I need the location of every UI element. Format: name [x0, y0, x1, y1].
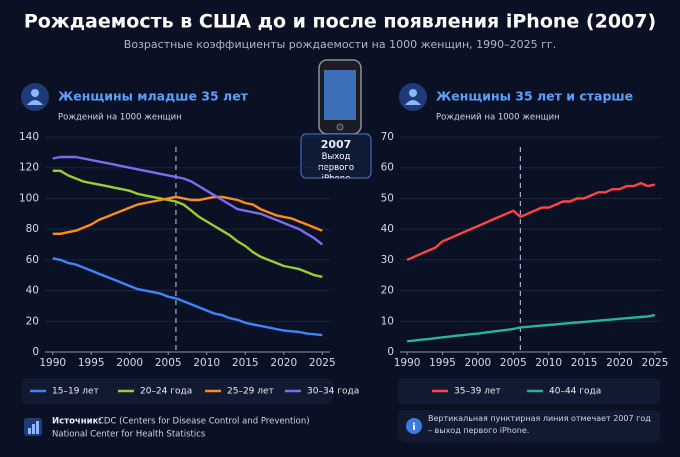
panel-subtitle: Рождений на 1000 женщин: [436, 113, 560, 123]
panel-title: Женщины младше 35 лет: [58, 89, 249, 104]
info-icon: i: [406, 418, 422, 434]
legend-label: 30–34 года: [307, 387, 359, 397]
x-tick-label: 2005: [500, 357, 527, 369]
subtitle: Возрастные коэффициенты рождаемости на 1…: [124, 38, 556, 51]
series-line: [52, 155, 324, 246]
svg-text:i: i: [412, 422, 415, 433]
x-tick-label: 2000: [116, 357, 143, 369]
note-wrap: Вертикальная пунктирная линия отмечает 2…: [428, 414, 651, 435]
x-tick-label: 1990: [394, 357, 421, 369]
series-line: [406, 313, 656, 343]
x-tick-label: 2015: [571, 357, 598, 369]
y-tick-label: 70: [381, 131, 394, 143]
iphone-image: [318, 59, 362, 135]
y-tick-label: 10: [381, 315, 394, 327]
legend-label: 15–19 лет: [52, 387, 99, 397]
y-tick-label: 20: [26, 315, 39, 327]
y-tick-label: 30: [381, 254, 394, 266]
y-tick-label: 100: [19, 192, 39, 204]
x-tick-label: 2000: [465, 357, 492, 369]
x-tick-label: 2005: [155, 357, 182, 369]
source-2: National Center for Health Statistics: [52, 430, 206, 440]
x-tick-label: 2025: [642, 357, 669, 369]
series-line: [52, 169, 323, 278]
title: Рождаемость в США до и после появления i…: [24, 11, 656, 33]
x-tick-label: 2010: [535, 357, 562, 369]
chart-icon: [24, 418, 42, 436]
y-tick-label: 120: [19, 162, 39, 174]
x-tick-label: 1995: [429, 357, 456, 369]
y-tick-label: 0: [387, 346, 394, 358]
y-tick-label: 60: [26, 254, 39, 266]
y-tick-label: 40: [26, 285, 39, 297]
source-label: Источник:: [52, 417, 102, 427]
x-tick-label: 1995: [78, 357, 105, 369]
series-line: [52, 257, 323, 337]
y-tick-label: 20: [381, 285, 394, 297]
x-tick-label: 1990: [39, 357, 66, 369]
series-line: [406, 181, 656, 261]
x-tick-label: 2020: [606, 357, 633, 369]
x-tick-label: 2010: [193, 357, 220, 369]
legend-label: 40–44 года: [549, 387, 601, 397]
y-tick-label: 140: [19, 131, 39, 143]
event-label-box: Выход первого iPhone: [317, 152, 355, 178]
x-tick-label: 2015: [232, 357, 259, 369]
source: CDC (Centers for Disease Control and Pre…: [98, 417, 310, 427]
note: Вертикальная пунктирная линия отмечает 2…: [428, 414, 651, 435]
event-year: 2007: [321, 138, 352, 151]
y-tick-label: 80: [26, 223, 39, 235]
legend-label: 25–29 лет: [227, 387, 274, 397]
legend-label: 35–39 лет: [454, 387, 501, 397]
event-label: Выход первого iPhone: [317, 152, 355, 178]
note-box: [398, 410, 660, 442]
y-tick-label: 60: [381, 162, 394, 174]
y-tick-label: 50: [381, 192, 394, 204]
person-icon: [399, 83, 427, 111]
panel-title: Женщины 35 лет и старше: [436, 89, 633, 104]
y-tick-label: 40: [381, 223, 394, 235]
y-tick-label: 0: [32, 346, 39, 358]
x-tick-label: 2020: [270, 357, 297, 369]
x-tick-label: 2025: [309, 357, 336, 369]
event-box: [300, 133, 372, 179]
panel-subtitle: Рождений на 1000 женщин: [58, 113, 182, 123]
series-line: [52, 195, 323, 235]
legend-box: [22, 378, 332, 404]
person-icon: [21, 83, 49, 111]
legend-label: 20–24 года: [140, 387, 192, 397]
